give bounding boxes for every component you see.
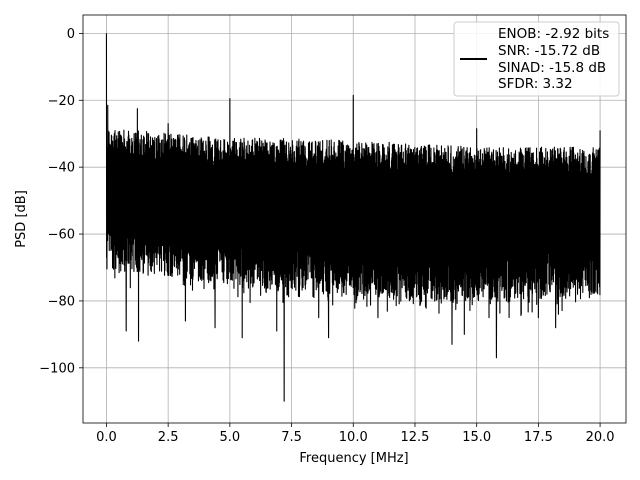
x-tick-label: 20.0 bbox=[586, 430, 615, 445]
psd-series-line bbox=[105, 33, 601, 402]
legend-box bbox=[453, 21, 620, 97]
y-tick-label: −40 bbox=[48, 161, 75, 176]
x-tick-label: 0.0 bbox=[96, 430, 117, 445]
y-tick-label: 0 bbox=[67, 27, 75, 42]
x-tick-label: 15.0 bbox=[462, 430, 491, 445]
legend-entry-sinad: SINAD: -15.8 dB bbox=[498, 60, 606, 76]
legend-entry-snr: SNR: -15.72 dB bbox=[498, 43, 600, 59]
x-tick-label: 2.5 bbox=[158, 430, 179, 445]
x-tick-label: 12.5 bbox=[400, 430, 429, 445]
y-ticks: 0 −20 −40 −60 −80 −100 bbox=[39, 27, 83, 376]
x-tick-label: 17.5 bbox=[524, 430, 553, 445]
series-layer bbox=[105, 33, 601, 402]
x-tick-label: 7.5 bbox=[281, 430, 302, 445]
x-ticks: 0.0 2.5 5.0 7.5 10.0 12.5 15.0 17.5 20.0 bbox=[96, 423, 615, 445]
x-tick-label: 5.0 bbox=[220, 430, 241, 445]
plot-frame bbox=[82, 14, 627, 424]
legend-entry-enob: ENOB: -2.92 bits bbox=[498, 26, 609, 42]
y-tick-label: −20 bbox=[48, 94, 75, 109]
y-axis-label: PSD [dB] bbox=[14, 190, 29, 248]
y-tick-label: −60 bbox=[48, 228, 75, 243]
y-tick-label: −100 bbox=[39, 361, 75, 376]
legend: ENOB: -2.92 bits SNR: -15.72 dB SINAD: -… bbox=[453, 21, 620, 97]
legend-entry-sfdr: SFDR: 3.32 bbox=[498, 76, 573, 92]
x-tick-label: 10.0 bbox=[339, 430, 368, 445]
y-tick-label: −80 bbox=[48, 294, 75, 309]
x-axis-label: Frequency [MHz] bbox=[299, 451, 408, 466]
